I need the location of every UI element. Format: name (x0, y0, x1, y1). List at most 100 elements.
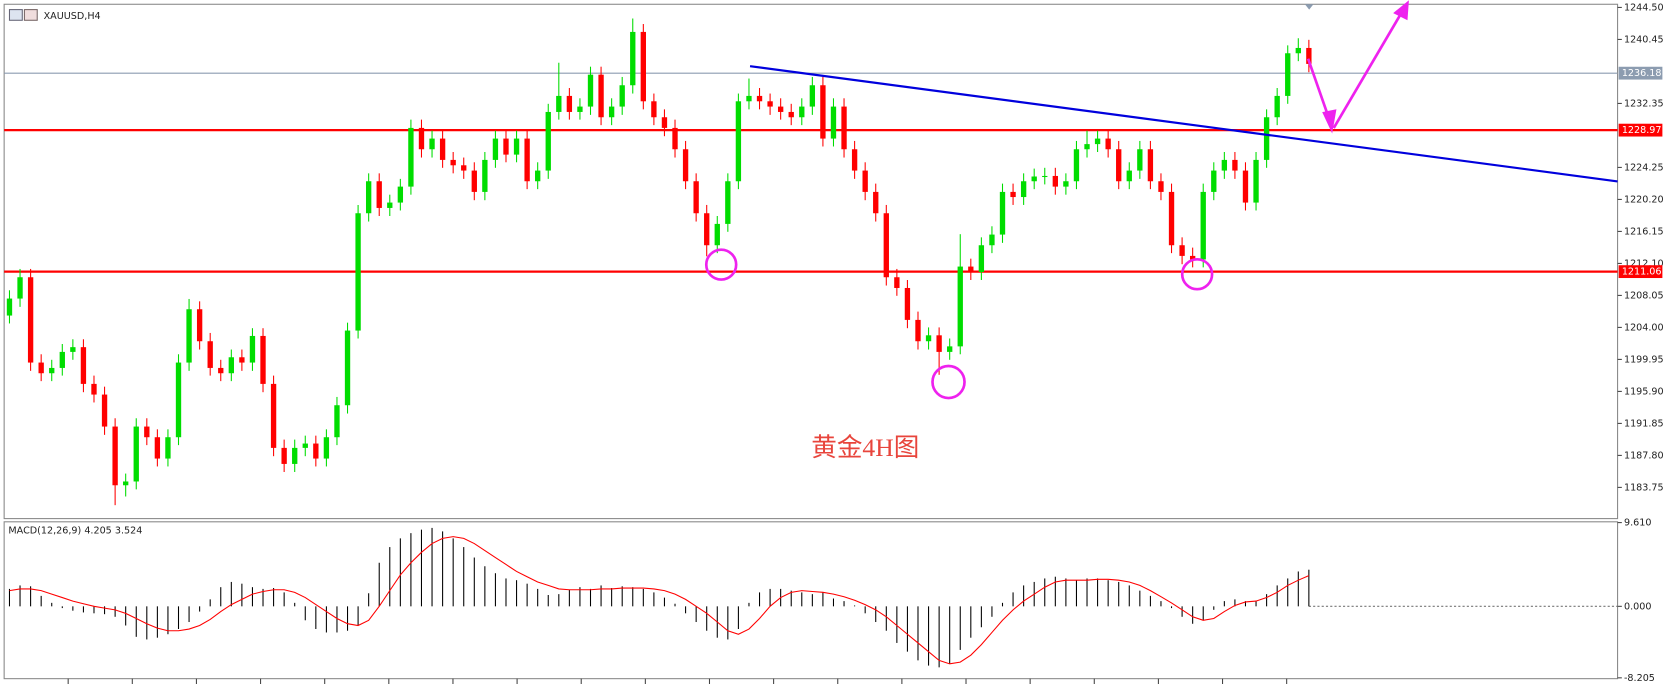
candle-body (925, 335, 932, 342)
candle-body (746, 95, 752, 102)
candle-body (989, 234, 995, 246)
candle-body (1295, 47, 1301, 54)
candle-body (1063, 181, 1069, 187)
candle-body (651, 101, 657, 118)
price-level-badge (1618, 265, 1663, 279)
y-tick-label: -8.205 (1624, 673, 1655, 684)
candle-body (59, 351, 65, 368)
candle-body (577, 106, 583, 112)
price-level-badge (1618, 66, 1663, 80)
y-tick-label: 1183.75 (1624, 482, 1664, 493)
candle-body (947, 346, 953, 352)
candle-body (630, 31, 636, 86)
candle-body (968, 266, 974, 272)
candle-body (175, 362, 182, 438)
candle-body (260, 335, 266, 384)
price-level-label: 1228.97 (1622, 125, 1662, 136)
candle-body (714, 223, 720, 246)
candle-body (851, 149, 858, 171)
candle-body (1263, 117, 1270, 160)
candle-body (1052, 175, 1058, 187)
candle-body (228, 357, 234, 374)
candle-body (17, 277, 23, 299)
candle-body (112, 426, 118, 486)
candle-body (777, 106, 784, 112)
y-tick-label: 1216.15 (1624, 226, 1664, 237)
candle-body (323, 437, 330, 459)
candle-body (196, 309, 203, 342)
candle-body (270, 383, 277, 448)
y-tick-label: 1195.90 (1624, 386, 1664, 397)
candle-body (1020, 181, 1027, 198)
candle-body (397, 186, 404, 203)
candle-body (598, 74, 604, 118)
candle-body (492, 138, 499, 160)
candle-body (978, 245, 985, 272)
y-tick-label: 9.610 (1624, 518, 1651, 529)
highlight-circle (704, 248, 1214, 400)
y-tick-label: 1240.45 (1624, 34, 1664, 45)
candle-body (894, 277, 900, 288)
candle-body (408, 127, 414, 187)
candle-body (524, 138, 530, 182)
candle-body (1084, 144, 1090, 150)
y-tick-label: 1220.20 (1624, 194, 1664, 205)
candle-body (1105, 138, 1111, 150)
candle-body (6, 298, 13, 316)
macd-frame (3, 521, 1619, 680)
candle-body (904, 287, 911, 320)
candle-body (513, 138, 520, 155)
candle-body (123, 481, 129, 486)
candle-body (640, 31, 646, 102)
y-tick-label: 1208.05 (1624, 290, 1664, 301)
candle-body (439, 138, 446, 160)
candle-body (1211, 170, 1217, 192)
candle-body (1116, 149, 1122, 182)
y-tick-label: 1204.00 (1624, 322, 1664, 333)
candle-body (1073, 149, 1080, 182)
candle-body (767, 101, 773, 107)
candle-body (799, 106, 805, 118)
candle-body (1274, 95, 1280, 118)
candle-body (1200, 191, 1206, 260)
candle-body (376, 181, 382, 208)
candle-body (503, 138, 509, 155)
candle-body (619, 85, 625, 107)
candle-body (756, 95, 763, 102)
y-tick-label: 1224.25 (1624, 162, 1664, 173)
candle-body (344, 330, 351, 406)
candle-body (862, 170, 868, 192)
candle-body (841, 106, 847, 150)
candle-body (682, 149, 689, 182)
candle-body (334, 405, 340, 438)
y-tick-label: 1191.85 (1624, 418, 1664, 429)
symbol-icon (8, 9, 38, 21)
candle-body (38, 362, 44, 374)
candle-body (165, 437, 171, 459)
y-tick-label: 1199.95 (1624, 354, 1664, 365)
candle-body (450, 159, 456, 166)
candle-body (1232, 159, 1238, 171)
candle-body (1137, 149, 1143, 171)
candle-body (1042, 175, 1048, 178)
candle-body (1158, 181, 1164, 192)
price-level-label: 1211.06 (1622, 267, 1662, 278)
candle-body (239, 357, 245, 363)
candle-body (144, 426, 150, 438)
candle-body (873, 191, 879, 214)
candle-body (418, 127, 425, 150)
candle-body (735, 101, 742, 182)
macd-title: MACD(12,26,9) 4.205 3.524 (8, 525, 142, 536)
candle-body (249, 335, 256, 363)
candle-body (556, 95, 562, 112)
candle-body (70, 347, 76, 352)
candle-body (313, 443, 319, 459)
plot: 1244.50 1240.45 1232.35 1224.25 1220.20 1216.… (4, 2, 1664, 684)
candle-body (587, 74, 594, 107)
candle-body (27, 277, 34, 363)
candle-body (80, 347, 87, 384)
candle-body (1126, 170, 1132, 182)
candle-body (661, 117, 668, 128)
candle-body (608, 106, 615, 118)
